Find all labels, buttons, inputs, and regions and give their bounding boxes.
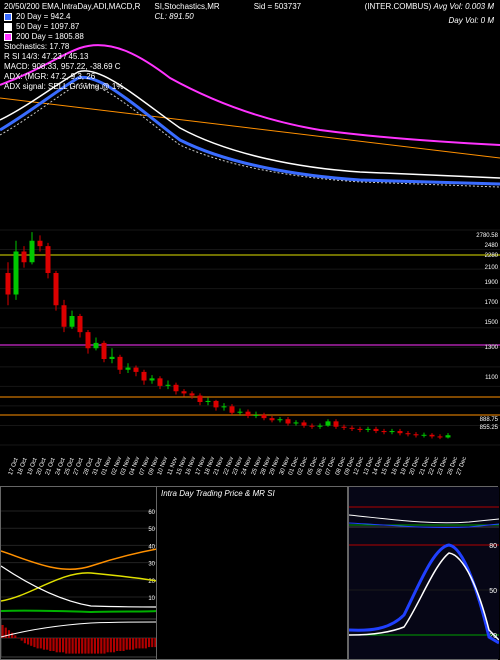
cl-label: CL: 891.50 — [154, 12, 193, 22]
ema50-label: 50 Day = 1097.87 — [16, 22, 79, 32]
svg-text:60: 60 — [148, 510, 155, 516]
price-label: 1900 — [485, 280, 498, 286]
price-label: 2280 — [485, 253, 498, 259]
svg-text:50: 50 — [148, 527, 155, 533]
macd-label: MACD: 908.33, 957.22, -38.69 C — [4, 62, 301, 72]
price-label: 1700 — [485, 300, 498, 306]
svg-text:50: 50 — [489, 588, 497, 595]
price-label: 1300 — [485, 345, 498, 351]
dayvol-label: Day Vol: 0 M — [449, 16, 495, 25]
ema20-label: 20 Day = 942.4 — [16, 12, 70, 22]
bottom-panels: ADX & MACD ADX: 47.22 +DY: 9.33 -DY: 26.… — [0, 486, 500, 660]
price-label: 2780.58 — [476, 233, 498, 239]
price-label: 1100 — [485, 375, 498, 381]
date-axis: 17 Oct18 Oct19 Oct20 Oct21 Oct24 Oct25 O… — [0, 452, 500, 482]
price-label: 2100 — [485, 265, 498, 271]
svg-text:30: 30 — [148, 562, 155, 568]
adx-macd-panel[interactable]: ADX & MACD ADX: 47.22 +DY: 9.33 -DY: 26.… — [0, 486, 156, 660]
hdr-sid: Sid = 503737 — [254, 2, 301, 12]
adx-signal-label: ADX signal: SELL Growing @ 1% — [4, 82, 301, 92]
hdr-line1-left: 20/50/200 EMA,IntraDay,ADI,MACD,R — [4, 2, 140, 12]
stochastics-panel[interactable]: Stochastics & R SI 805020 — [348, 486, 498, 660]
stoch-svg: 805020 — [349, 487, 499, 659]
svg-text:80: 80 — [489, 543, 497, 550]
adx-label: ADX: (MGR: 47.2, 9.3, 26 — [4, 72, 301, 82]
price-label: 888.75 — [480, 417, 498, 423]
price-label: 2480 — [485, 243, 498, 249]
intraday-panel-title: Intra Day Trading Price & MR SI — [161, 489, 275, 498]
header-overlay: 20/50/200 EMA,IntraDay,ADI,MACD,R SI,Sto… — [4, 2, 301, 92]
ema200-label: 200 Day = 1805.88 — [16, 32, 84, 42]
candle-chart-svg — [0, 225, 500, 450]
rsi-label: R SI 14/3: 47.23 / 45.13 — [4, 52, 301, 62]
stoch-label: Stochastics: 17.78 — [4, 42, 301, 52]
intraday-panel[interactable]: Intra Day Trading Price & MR SI — [156, 486, 348, 660]
price-label: 855.25 — [480, 425, 498, 431]
trading-chart-root: { "header": { "line1_left": "20/50/200 E… — [0, 0, 500, 660]
adx-svg: 605040302010 — [1, 487, 157, 659]
candle-chart-panel[interactable]: 2780.58 2480 2280 2100 1900 1700 1500 1300 1100 8… — [0, 225, 500, 450]
svg-text:10: 10 — [148, 596, 155, 602]
ticker-label: (INTER.COMBUS) Avg Vol: 0.003 M — [365, 2, 494, 11]
price-label: 1500 — [485, 320, 498, 326]
hdr-line1-mid: SI,Stochastics,MR — [154, 2, 219, 12]
